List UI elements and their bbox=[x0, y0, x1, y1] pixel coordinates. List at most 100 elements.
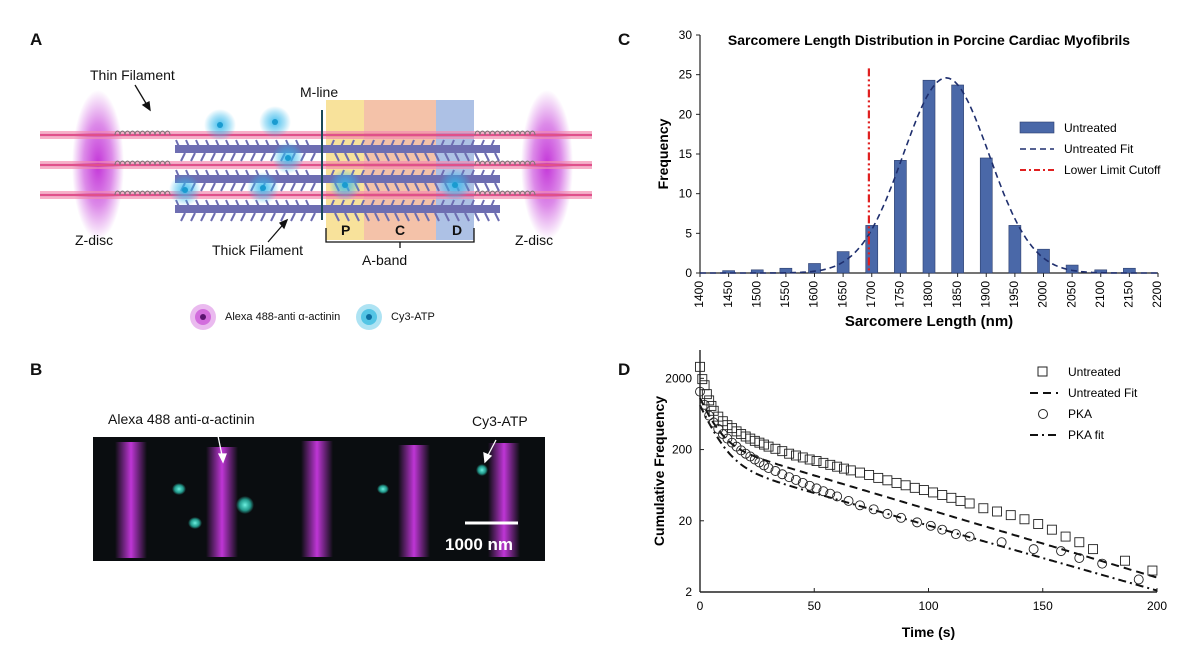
m-line-label: M-line bbox=[300, 84, 339, 100]
chart-c-x-tick-label: 2150 bbox=[1122, 281, 1136, 308]
chart-c-y-tick-label: 5 bbox=[685, 226, 692, 240]
chart-d-x-tick-label: 50 bbox=[808, 599, 822, 613]
chart-c-y-tick-label: 30 bbox=[679, 28, 693, 42]
chart-d-legend-label: PKA bbox=[1068, 407, 1092, 421]
chart-c-bar bbox=[722, 270, 735, 274]
image-pointer-arrows bbox=[217, 435, 497, 464]
chart-c-x-tick-label: 1650 bbox=[835, 281, 849, 308]
chart-c-x-tick-label: 2200 bbox=[1150, 281, 1164, 308]
chart-d-point-pka bbox=[854, 500, 865, 511]
chart-d-legend-label: Untreated Fit bbox=[1068, 386, 1138, 400]
chart-c-bar bbox=[894, 160, 907, 274]
chart-d-xlabel: Time (s) bbox=[902, 624, 955, 640]
zone-d-label: D bbox=[452, 222, 463, 238]
chart-c-bar bbox=[1008, 225, 1022, 274]
chart-c-y-tick-label: 20 bbox=[679, 107, 693, 121]
chart-d-point-untreated bbox=[797, 452, 808, 463]
chart-d-y-tick-label: 20 bbox=[679, 514, 693, 528]
chart-c-x-tick-label: 1450 bbox=[721, 281, 735, 308]
panel-b-letter: B bbox=[30, 360, 43, 379]
chart-d-point-pka bbox=[818, 486, 829, 497]
chart-d-point-untreated bbox=[854, 467, 865, 478]
legend-cy3-label: Cy3-ATP bbox=[391, 311, 435, 323]
chart-d-point-untreated bbox=[1005, 510, 1016, 521]
chart-d-point-pka bbox=[695, 386, 705, 397]
legend-dot-cy3-icon bbox=[356, 304, 382, 330]
chart-c-x-tick-label: 1750 bbox=[893, 281, 907, 308]
actinin-image-label: Alexa 488 anti-α-actinin bbox=[108, 411, 255, 427]
chart-d-point-pka bbox=[843, 495, 854, 506]
chart-c-bar bbox=[922, 79, 936, 274]
chart-d-point-untreated bbox=[964, 498, 975, 509]
chart-c-x-tick-label: 2050 bbox=[1064, 281, 1078, 308]
chart-c-legend-label: Untreated Fit bbox=[1064, 142, 1134, 156]
chart-c-bar bbox=[1094, 269, 1108, 274]
panel-a-letter: A bbox=[30, 30, 43, 49]
titin-springs bbox=[114, 130, 536, 196]
chart-d-point-untreated bbox=[777, 446, 788, 457]
chart-d-point-untreated bbox=[1060, 531, 1071, 542]
chart-d-x-tick-label: 150 bbox=[1033, 599, 1053, 613]
chart-d-point-untreated bbox=[791, 450, 801, 461]
chart-c-legend-label: Lower Limit Cutoff bbox=[1064, 163, 1161, 177]
panel-c-letter: C bbox=[618, 30, 631, 49]
chart-d-point-pka bbox=[784, 472, 795, 483]
chart-d-y-tick-label: 2 bbox=[685, 585, 692, 599]
chart-d-point-untreated bbox=[1033, 519, 1044, 529]
cy3-spots bbox=[172, 464, 488, 529]
chart-d-x-tick-label: 100 bbox=[918, 599, 938, 613]
chart-d-x-tick-label: 200 bbox=[1147, 599, 1167, 613]
chart-d-point-untreated bbox=[928, 487, 939, 498]
z-disc-left-label: Z-disc bbox=[75, 232, 114, 248]
chart-d-point-untreated bbox=[832, 461, 843, 472]
zone-p-label: P bbox=[341, 222, 351, 238]
chart-d-point-pka bbox=[1074, 553, 1085, 563]
chart-c-bar bbox=[1065, 264, 1079, 274]
chart-c-bar bbox=[1123, 267, 1136, 274]
chart-d-x-tick-label: 0 bbox=[697, 599, 704, 613]
chart-c-y-tick-label: 10 bbox=[679, 187, 693, 201]
chart-d-point-untreated bbox=[1120, 555, 1130, 566]
chart-d-point-untreated bbox=[864, 470, 875, 480]
chart-d-point-untreated bbox=[946, 492, 957, 503]
chart-d-point-untreated bbox=[1046, 524, 1057, 535]
chart-c-x-tick-label: 1850 bbox=[950, 281, 964, 308]
chart-c-legend-label: Untreated bbox=[1064, 121, 1117, 135]
chart-d-y-tick-label: 200 bbox=[672, 443, 692, 457]
c-zone bbox=[364, 100, 436, 240]
chart-d-point-pka bbox=[804, 480, 815, 491]
chart-c-bar bbox=[865, 225, 879, 274]
chart-c-x-tick-label: 2000 bbox=[1036, 281, 1050, 308]
chart-c-x-tick-label: 1800 bbox=[921, 281, 935, 308]
chart-d-point-untreated bbox=[697, 374, 708, 385]
chart-d-point-pka bbox=[704, 410, 715, 421]
chart-d-point-untreated bbox=[695, 361, 705, 372]
chart-c-x-tick-label: 1900 bbox=[978, 281, 992, 308]
chart-d-point-pka bbox=[825, 488, 836, 499]
chart-c-legend-swatch-bar bbox=[1019, 121, 1055, 134]
legend-actinin-label: Alexa 488-anti α-actinin bbox=[225, 311, 341, 323]
chart-d-point-untreated bbox=[839, 463, 849, 474]
chart-d-point-pka bbox=[797, 477, 808, 488]
sarcomere-length-histogram: Sarcomere Length Distribution in Porcine… bbox=[655, 28, 1164, 330]
chart-c-y-tick-label: 15 bbox=[679, 147, 693, 161]
chart-d-point-untreated bbox=[825, 459, 836, 470]
chart-d-point-pka bbox=[868, 504, 879, 515]
chart-d-point-untreated bbox=[811, 456, 822, 466]
chart-d-point-untreated bbox=[978, 503, 989, 514]
chart-c-title: Sarcomere Length Distribution in Porcine… bbox=[728, 32, 1130, 48]
chart-d-point-pka bbox=[763, 463, 774, 474]
chart-c-y-tick-label: 25 bbox=[679, 68, 693, 82]
legend-dot-actinin-icon bbox=[190, 304, 216, 330]
fluorescence-image: 1000 nm bbox=[93, 437, 545, 561]
chart-d-point-untreated bbox=[784, 448, 795, 459]
a-band-label: A-band bbox=[362, 252, 408, 268]
chart-d-point-pka bbox=[811, 483, 822, 494]
chart-c-ylabel: Frequency bbox=[655, 118, 671, 189]
thin-filament-label: Thin Filament bbox=[90, 67, 175, 83]
chart-c-x-tick-label: 1550 bbox=[778, 281, 792, 308]
chart-d-point-untreated bbox=[955, 495, 966, 506]
panel-d-letter: D bbox=[618, 360, 631, 379]
chart-d-fit-line bbox=[699, 397, 1158, 579]
actinin-bands bbox=[115, 441, 520, 558]
